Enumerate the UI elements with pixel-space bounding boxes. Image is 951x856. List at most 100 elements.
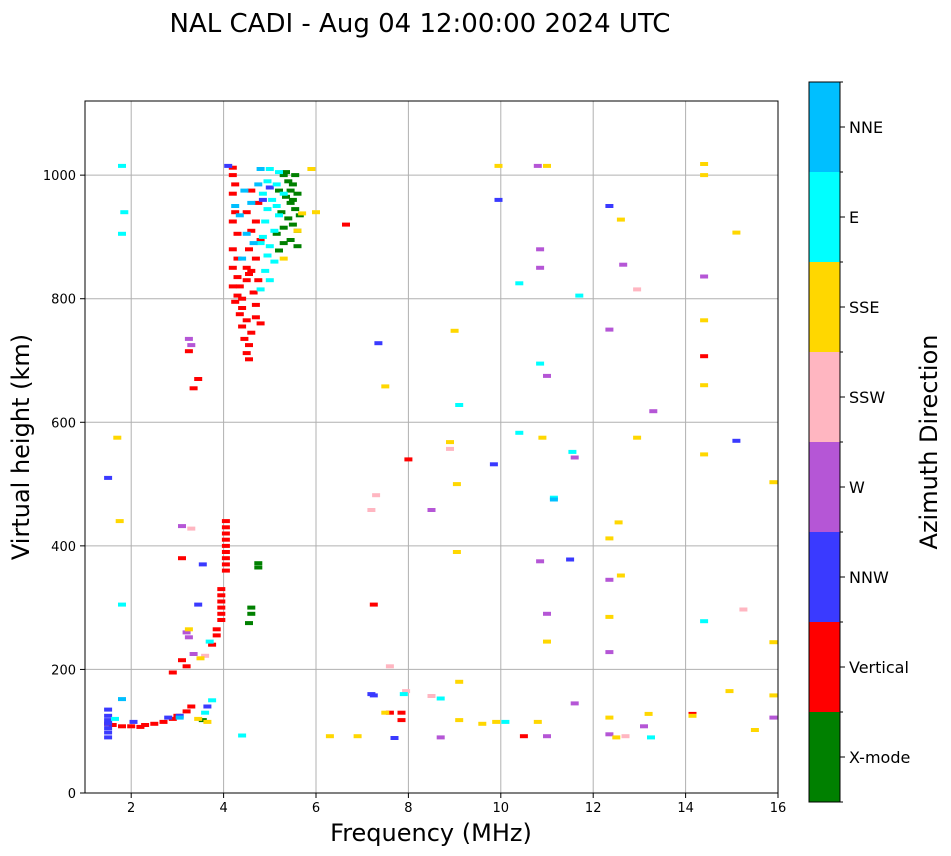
point-x-mode-11 [286,200,295,205]
point-x-mode-12 [291,207,300,212]
point-w-11 [543,373,551,378]
point-x-mode-21 [293,244,302,249]
x-tick-label-0: 2 [127,801,135,816]
point-sse-47 [769,640,778,645]
point-nnw-0 [104,707,113,712]
point-nne-10 [175,715,184,720]
point-sse-38 [700,173,709,178]
point-vertical-8 [221,568,230,573]
point-e-30 [501,719,510,724]
point-ssw-3 [367,508,376,512]
point-nnw-16 [265,185,274,190]
x-tick-label-6: 14 [677,801,694,816]
point-nnw-9 [164,715,173,720]
colorbar-frame [808,81,841,803]
point-e-3 [118,602,126,607]
point-sse-1 [115,519,124,524]
point-vertical-76 [238,296,247,301]
point-sse-0 [113,435,122,440]
colorbar-segment-sse [809,262,840,352]
point-e-14 [268,197,277,202]
point-nnw-6 [104,735,113,740]
point-ssw-6 [427,694,436,698]
point-vertical-67 [247,228,256,233]
point-ssw-1 [201,653,210,658]
point-vertical-31 [108,723,117,727]
point-sse-26 [543,163,551,168]
point-x-mode-5 [198,718,207,723]
point-e-24 [265,278,274,283]
point-sse-32 [616,217,625,222]
y-tick-label-5: 1000 [43,169,76,184]
point-vertical-49 [233,293,242,298]
point-e-2 [118,231,126,236]
point-vertical-35 [184,349,193,354]
point-e-6 [208,698,217,703]
colorbar-segment-x-mode [809,712,840,802]
point-vertical-4 [221,543,230,548]
point-nne-3 [242,231,251,236]
point-w-25 [769,715,778,720]
point-x-mode-8 [288,182,297,187]
point-w-4 [184,336,193,341]
point-e-10 [275,170,283,175]
point-vertical-68 [251,219,260,224]
point-x-mode-4 [245,621,253,626]
point-vertical-40 [228,191,237,196]
point-nnw-21 [489,462,498,467]
point-vertical-37 [228,165,237,170]
point-vertical-54 [238,324,247,329]
point-x-mode-15 [288,222,297,227]
point-sse-46 [769,480,778,485]
point-vertical-22 [182,709,191,714]
point-vertical-71 [247,188,256,193]
point-nnw-24 [605,204,614,208]
point-nnw-14 [224,163,233,168]
point-vertical-65 [245,247,253,252]
point-vertical-73 [254,278,263,283]
point-sse-27 [543,639,551,644]
point-w-20 [605,732,614,737]
point-e-9 [265,167,274,171]
point-e-29 [455,403,464,407]
x-tick-label-5: 12 [585,801,602,816]
point-vertical-12 [217,605,226,610]
point-vertical-19 [182,664,191,669]
point-x-mode-1 [254,561,263,566]
point-ssw-0 [187,526,196,531]
point-vertical-7 [221,562,230,567]
point-nnw-4 [104,726,113,731]
point-nne-4 [249,241,258,246]
point-e-28 [256,241,265,246]
point-sse-7 [293,228,302,233]
point-ssw-8 [621,734,630,739]
point-sse-48 [769,693,778,698]
point-nne-5 [238,256,247,261]
chart-title: NAL CADI - Aug 04 12:00:00 2024 UTC [170,9,671,39]
colorbar-segment-w [809,442,840,532]
point-vertical-17 [208,642,217,647]
point-vertical-52 [235,312,244,317]
point-vertical-3 [221,537,230,542]
point-vertical-0 [221,519,230,524]
point-e-37 [436,696,445,701]
colorbar-label: Azimuth Direction [915,335,943,550]
point-x-mode-0 [254,565,263,570]
colorbar-label-vertical: Vertical [849,658,909,677]
point-nnw-5 [104,730,113,735]
point-e-26 [272,204,281,208]
point-x-mode-23 [288,197,297,202]
colorbar-label-nnw: NNW [849,568,889,587]
point-x-mode-16 [279,225,288,230]
point-sse-37 [688,713,697,718]
point-w-9 [536,247,545,252]
point-vertical-15 [212,627,221,632]
point-sse-25 [533,719,542,724]
point-vertical-63 [247,268,256,273]
point-sse-10 [312,210,320,215]
point-e-0 [118,163,126,168]
point-vertical-34 [194,377,203,381]
point-vertical-10 [217,593,226,598]
point-e-19 [258,234,267,239]
point-vertical-83 [397,718,406,723]
